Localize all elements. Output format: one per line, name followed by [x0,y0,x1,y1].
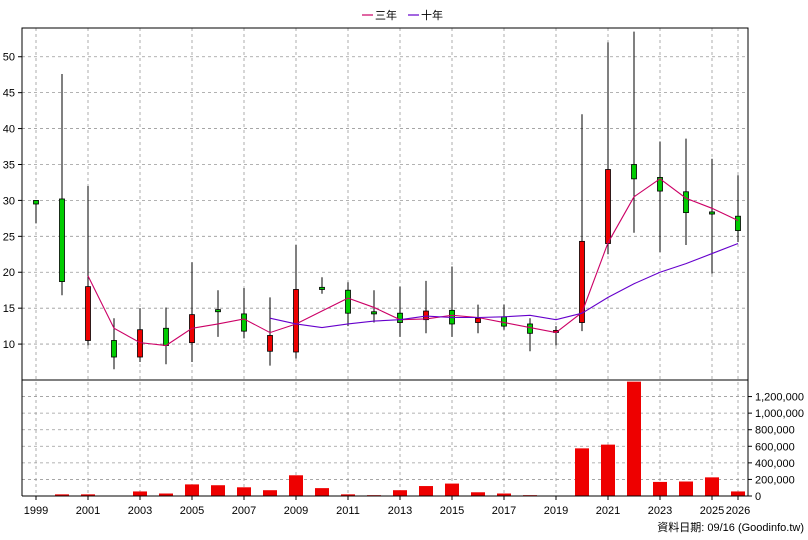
x-tick-label: 2017 [492,505,516,517]
candle-body [59,198,65,282]
moving-average-lines [87,178,739,347]
price-tick-label: 25 [3,231,15,243]
series-line-10yr [269,242,739,329]
grid-lines [22,28,748,496]
volume-bar [55,494,69,496]
candle-body [397,312,403,323]
volume-bar [263,490,277,496]
source-label: 資料日期: 09/16 (Goodinfo.tw) [657,520,804,534]
candle-body [475,317,481,323]
candle-body [371,311,377,315]
candle-body [527,323,533,334]
x-tick-label: 2025 [700,505,724,517]
volume-bar [419,486,433,496]
candle-body [709,211,715,215]
volume-bar [471,492,485,496]
candle-body [163,327,169,346]
x-tick-label: 2026 [726,505,750,517]
price-panel-frame [21,27,749,381]
x-tick-label: 2009 [284,505,308,517]
volume-bar [237,487,251,496]
volume-tick-label: 200,000 [755,474,795,486]
candle-body [85,286,91,341]
legend-label-10yr: 十年 [421,8,443,22]
candle-body [319,286,325,290]
volume-bar [445,483,459,496]
price-tick-label: 30 [3,195,15,207]
x-tick-label: 2001 [76,505,100,517]
volume-bar [341,494,355,496]
x-tick-label: 2011 [336,505,360,517]
volume-bar [393,490,407,496]
candle-body [215,309,221,313]
price-tick-label: 45 [3,88,15,100]
candle-body [683,191,689,214]
candle-body [605,169,611,244]
x-tick-label: 2003 [128,505,152,517]
volume-bar [81,494,95,496]
price-tick-label: 50 [3,52,15,64]
x-tick-label: 1999 [24,505,48,517]
x-tick-label: 2019 [544,505,568,517]
volume-bars [55,381,745,496]
legend-label-3yr: 三年 [375,8,397,22]
price-tick-label: 15 [3,303,15,315]
axes [18,27,752,500]
volume-tick-label: 1,000,000 [755,408,804,420]
volume-tick-label: 0 [755,491,761,503]
candle-body [111,340,117,358]
volume-tick-label: 400,000 [755,458,795,470]
series-line-3yr [87,178,739,347]
candle-body [735,215,741,231]
volume-bar [289,475,303,496]
candle-body [423,310,429,321]
candlesticks [33,31,741,370]
candle-body [33,200,39,205]
candle-body [631,164,637,180]
volume-bar [185,484,199,496]
candle-body [241,313,247,332]
price-tick-label: 10 [3,339,15,351]
x-tick-label: 2023 [648,505,672,517]
volume-tick-label: 800,000 [755,425,795,437]
price-tick-label: 20 [3,267,15,279]
x-tick-label: 2005 [180,505,204,517]
volume-bar [315,488,329,496]
volume-bar [133,491,147,496]
volume-bar [601,444,615,496]
volume-tick-label: 1,200,000 [755,392,804,404]
volume-bar [575,448,589,496]
legend: 三年 十年 [362,8,443,22]
volume-bar [159,493,173,496]
volume-bar [679,481,693,496]
candle-body [501,316,507,327]
x-tick-label: 2021 [596,505,620,517]
volume-bar [211,485,225,496]
candle-body [657,177,663,192]
volume-bar [497,493,511,496]
price-tick-label: 35 [3,159,15,171]
candle-body [293,289,299,353]
volume-bar [653,481,667,496]
volume-bar [705,477,719,496]
candle-body [579,240,585,323]
candle-body [267,335,273,352]
volume-bar [731,491,745,496]
volume-tick-label: 600,000 [755,441,795,453]
x-tick-label: 2015 [440,505,464,517]
candle-body [345,289,351,314]
x-tick-label: 2013 [388,505,412,517]
x-tick-label: 2007 [232,505,256,517]
price-tick-label: 40 [3,124,15,136]
tick-labels: 1999 2001 2003 2005 2007 2009 2011 2013 2015 2017… [3,52,804,517]
volume-bar [627,381,641,496]
